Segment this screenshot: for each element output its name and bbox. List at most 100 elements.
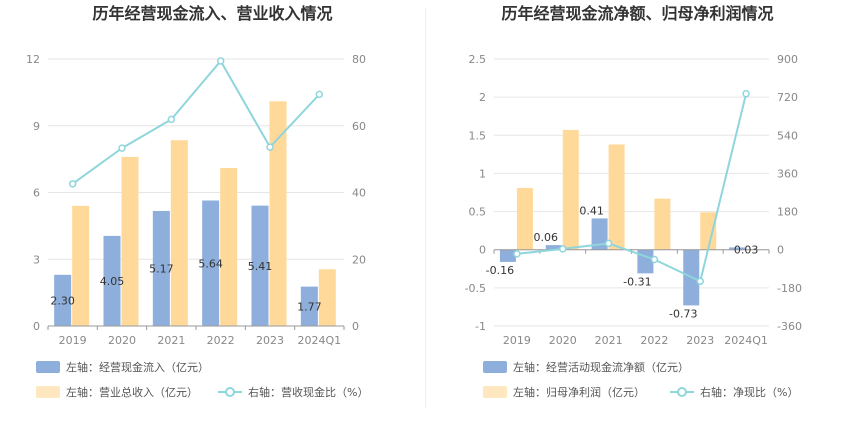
line-net-cash-ratio (516, 93, 748, 283)
x-tick-label: 2019 (59, 334, 87, 347)
line-point (559, 245, 567, 253)
x-tick-label: 2024Q1 (724, 334, 768, 347)
bar-revenue (318, 269, 336, 326)
bar-net-profit (654, 198, 671, 250)
x-tick-label: 2023 (686, 334, 714, 347)
x-tick-label: 2022 (207, 334, 235, 347)
y-left-tick-label: -0.5 (465, 282, 486, 295)
bar-net-cash-flow (729, 247, 746, 250)
y-right-tick-label: 40 (352, 187, 366, 200)
bar-net-cash-flow (591, 218, 608, 250)
legend-label: 右轴：净现比（%） (700, 386, 799, 399)
x-tick-label: 2021 (157, 334, 185, 347)
legend-label: 左轴：营业总收入（亿元） (66, 386, 198, 399)
y-right-tick-label: -180 (777, 282, 802, 295)
bar-net-profit (608, 144, 625, 250)
y-right-tick-label: 180 (777, 206, 798, 219)
legend-swatch (36, 386, 60, 398)
legend-label: 左轴：经营现金流入（亿元） (66, 361, 209, 374)
bar-revenue (72, 205, 90, 326)
legend-item-cash-inflow[interactable]: 左轴：经营现金流入（亿元） (36, 359, 209, 375)
data-label: 0.41 (579, 204, 604, 217)
y-left-tick-label: 0 (33, 320, 40, 333)
legend-swatch (483, 386, 507, 398)
x-tick-label: 2020 (108, 334, 136, 347)
chart-panel-cash-inflow: 历年经营现金流入、营业收入情况 0 3 6 9 12 0 20 40 60 80 2019 2020 2… (26, 4, 368, 400)
bar-revenue (170, 140, 188, 326)
chart-panel-net-cash: 历年经营现金流净额、归母净利润情况 -1 -0.5 0 0.5 1 1.5 2 2.5 -360… (425, 0, 850, 437)
line-point (604, 239, 613, 248)
legend-label: 右轴：营收现金比（%） (248, 386, 369, 399)
legend-item-cash-revenue-ratio[interactable]: 右轴：营收现金比（%） (218, 384, 368, 400)
y-right-tick-label: 900 (777, 53, 798, 66)
bar-net-cash-flow (545, 245, 562, 250)
y-right-tick-label: 80 (352, 53, 366, 66)
x-tick-label: 2021 (595, 334, 623, 347)
data-label: 5.64 (198, 257, 223, 270)
line-point (68, 180, 77, 188)
y-right-tick-label: 20 (352, 253, 366, 266)
data-label: 5.17 (149, 262, 174, 275)
legend-item-net-profit[interactable]: 左轴：归母净利润（亿元） (483, 384, 645, 400)
x-tick-label: 2020 (549, 334, 577, 347)
line-point (696, 277, 704, 286)
line-point (266, 143, 274, 151)
bar-revenue (220, 168, 238, 326)
data-label: 1.77 (297, 300, 322, 313)
y-right-tick-label: 0 (352, 320, 359, 333)
y-left-tick-label: 3 (33, 253, 40, 266)
bar-revenue (269, 101, 287, 327)
y-left-tick-label: 1 (479, 167, 486, 180)
data-label: -0.73 (669, 307, 697, 320)
y-left-tick-label: 1.5 (469, 129, 487, 142)
line-cash-revenue-ratio (72, 59, 321, 185)
y-left-tick-label: 12 (26, 53, 40, 66)
data-label: 0.06 (534, 231, 559, 244)
bar-net-profit (516, 187, 533, 250)
chart-canvas-net-cash: -1 -0.5 0 0.5 1 1.5 2 2.5 -360 -180 0 180 360 540 720 9… (465, 53, 802, 347)
y-left-tick-label: 0 (479, 244, 486, 257)
data-label: 5.41 (248, 260, 273, 273)
y-left-tick-label: -1 (475, 320, 486, 333)
line-point (118, 144, 126, 152)
line-point (167, 115, 176, 124)
bar-net-profit (700, 212, 717, 250)
legend-item-revenue[interactable]: 左轴：营业总收入（亿元） (36, 384, 198, 400)
data-label: 4.05 (100, 275, 125, 288)
y-right-tick-label: 540 (777, 129, 798, 142)
panel-divider (425, 8, 426, 408)
y-left-tick-label: 9 (33, 120, 40, 133)
bar-cash-inflow (251, 205, 269, 326)
bar-net-profit (562, 129, 579, 250)
legend-item-net-cash-ratio[interactable]: 右轴：净现比（%） (670, 384, 798, 400)
data-label: -0.16 (486, 264, 514, 277)
chart-title: 历年经营现金流入、营业收入情况 (92, 4, 333, 23)
y-left-tick-label: 2.5 (469, 53, 487, 66)
y-right-tick-label: 0 (777, 244, 784, 257)
y-left-tick-label: 6 (33, 187, 40, 200)
x-tick-label: 2023 (256, 334, 284, 347)
bar-cash-inflow (103, 235, 121, 326)
line-point (742, 90, 750, 98)
y-left-tick-label: 2 (479, 91, 486, 104)
x-tick-label: 2019 (503, 334, 531, 347)
data-label: 0.03 (734, 244, 759, 257)
data-label: 2.30 (50, 294, 75, 307)
legend-swatch (218, 386, 242, 398)
bar-net-cash-flow (637, 249, 654, 274)
legend-label: 左轴：归母净利润（亿元） (513, 386, 645, 399)
legend-swatch (36, 361, 60, 373)
y-right-tick-label: 360 (777, 167, 798, 180)
legend-item-net-cash-flow[interactable]: 左轴：经营活动现金流净额（亿元） (483, 359, 689, 375)
chart-canvas-cash-inflow: 0 3 6 9 12 0 20 40 60 80 2019 2020 2021 2022 2023 2024Q… (26, 53, 366, 347)
line-point (216, 57, 225, 65)
data-label: -0.31 (623, 275, 651, 288)
line-point (650, 255, 659, 264)
chart-title: 历年经营现金流净额、归母净利润情况 (501, 4, 774, 23)
line-point (513, 250, 521, 258)
legend-swatch (670, 386, 694, 398)
x-tick-label: 2024Q1 (298, 334, 342, 347)
line-point (315, 90, 324, 99)
bar-cash-inflow (152, 210, 170, 326)
legend-label: 左轴：经营活动现金流净额（亿元） (513, 361, 689, 374)
